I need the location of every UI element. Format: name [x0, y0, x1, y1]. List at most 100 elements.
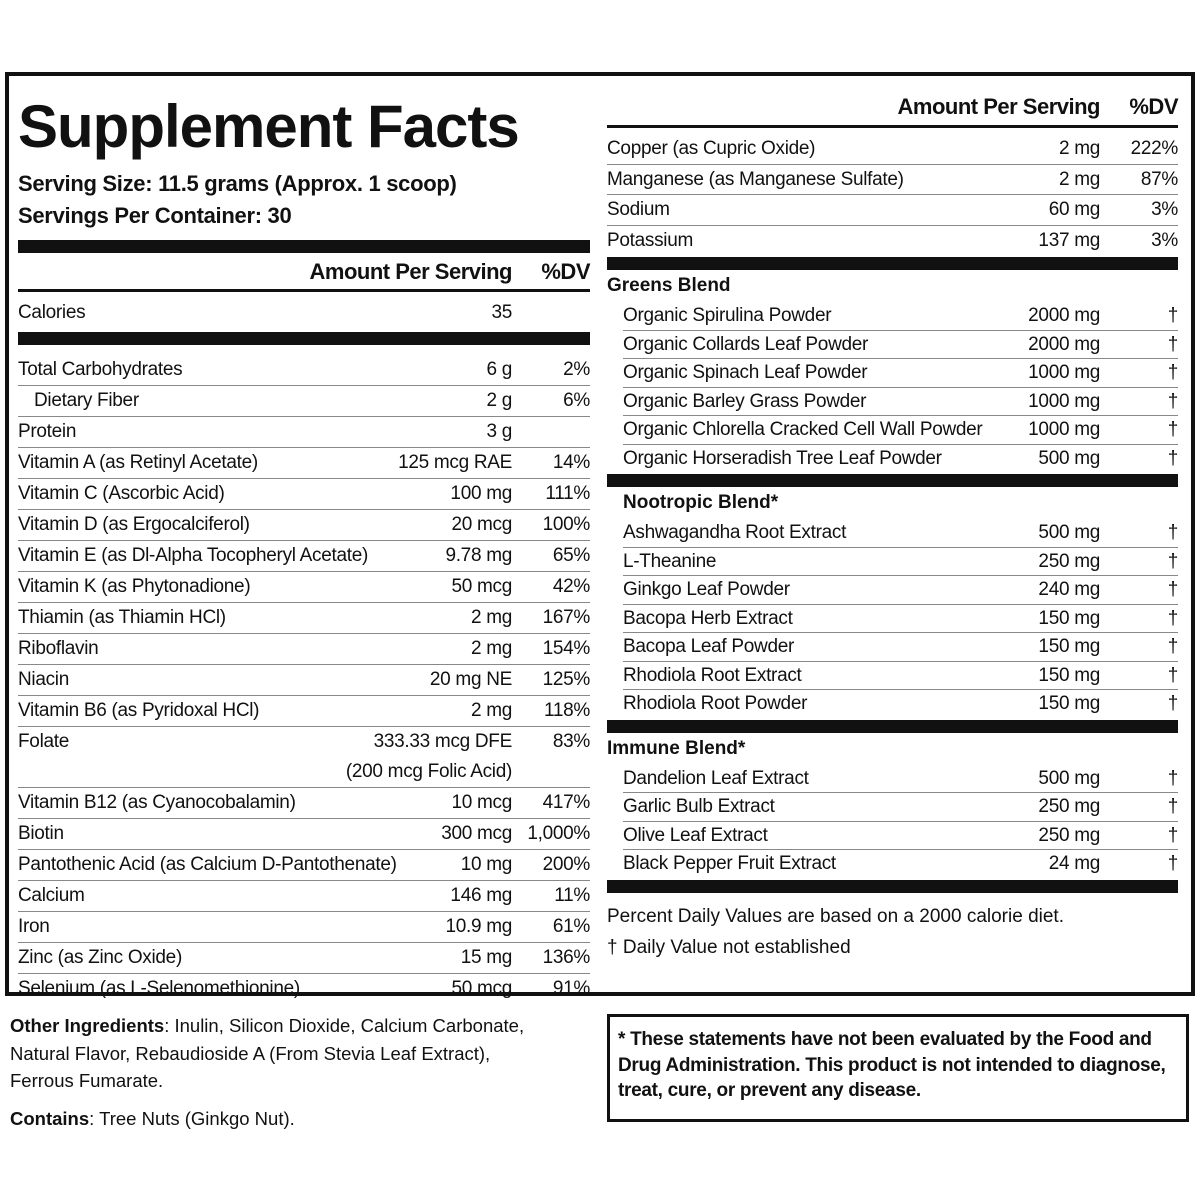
- daily-value: 136%: [542, 947, 591, 968]
- label: Other Ingredients: [10, 1015, 165, 1036]
- row: Riboflavin 2 mg 154%: [18, 634, 590, 665]
- amount: 2000 mg: [1028, 331, 1100, 359]
- name: Iron: [18, 916, 50, 937]
- name: Bacopa Herb Extract: [623, 607, 793, 629]
- amount: 2 mg: [471, 634, 512, 664]
- amount-value: 2 mg: [1058, 138, 1100, 159]
- daily-value: 118%: [544, 700, 590, 721]
- title: Supplement Facts: [18, 93, 520, 160]
- name: Total Carbohydrates: [18, 359, 183, 380]
- row: Manganese (as Manganese Sulfate) 2 mg 87%: [607, 165, 1178, 195]
- row: Black Pepper Fruit Extract 24 mg †: [623, 850, 1178, 878]
- row: Vitamin C (Ascorbic Acid) 100 mg 111%: [18, 479, 590, 510]
- amount: 15 mg: [461, 943, 513, 973]
- calories-row: Calories 35: [18, 298, 590, 328]
- daily-value: †: [1167, 853, 1179, 874]
- daily-value: 87%: [1140, 168, 1178, 190]
- text: : Inulin, Silicon Dioxide, Calcium Carbo…: [10, 1015, 525, 1091]
- amount-value: 100 mg: [450, 483, 512, 504]
- blend-name: Greens Blend: [607, 275, 731, 296]
- amount-value: 1000 mg: [1028, 390, 1100, 412]
- amount-value: 2000 mg: [1028, 333, 1100, 355]
- amount: 333.33 mcg DFE (200 mcg Folic Acid): [346, 727, 512, 787]
- divider: [607, 125, 1178, 128]
- divider: [607, 879, 1178, 893]
- daily-value: 125%: [542, 669, 591, 690]
- amount-value: 500 mg: [1038, 447, 1100, 469]
- amount: 60 mg: [1048, 195, 1101, 225]
- row: Biotin 300 mcg 1,000%: [18, 819, 590, 850]
- amount-value: 2 g: [486, 390, 512, 411]
- amount: 1000 mg: [1028, 388, 1100, 416]
- header-dv: %DV: [1129, 94, 1178, 119]
- amount-value: 500 mg: [1038, 522, 1100, 543]
- daily-value: 3%: [1151, 199, 1178, 220]
- calories-label: Calories: [18, 302, 86, 323]
- amount-value: 1000 mg: [1028, 362, 1100, 383]
- amount-value: 250 mg: [1038, 796, 1100, 817]
- daily-value: †: [1167, 305, 1179, 326]
- daily-value: 61%: [552, 916, 590, 937]
- name: Vitamin A (as Retinyl Acetate): [18, 452, 258, 473]
- name: Selenium (as L-Selenomethionine): [18, 978, 300, 999]
- amount: 250 mg: [1038, 822, 1100, 850]
- amount-value: 137 mg: [1038, 229, 1100, 251]
- name: Garlic Bulb Extract: [623, 796, 775, 817]
- row: Dandelion Leaf Extract 500 mg †: [623, 765, 1178, 793]
- amount: 2 g: [486, 386, 512, 416]
- amount: 2 mg: [1059, 134, 1100, 164]
- table-header: Amount Per Serving %DV: [18, 257, 591, 287]
- amount: 50 mcg: [451, 572, 512, 602]
- amount-value: 20 mg NE: [429, 669, 512, 690]
- table-header: Amount Per Serving %DV: [607, 92, 1179, 122]
- amount-value: 3 g: [486, 421, 512, 442]
- name: Riboflavin: [18, 638, 99, 659]
- amount: 300 mcg: [441, 819, 512, 849]
- daily-value: 111%: [545, 483, 590, 504]
- amount-value: 2000 mg: [1028, 305, 1100, 326]
- amount-value: 60 mg: [1048, 199, 1101, 220]
- daily-value: 167%: [542, 607, 591, 628]
- row: Sodium 60 mg 3%: [607, 195, 1178, 226]
- amount-value: 150 mg: [1038, 693, 1100, 714]
- amount: 2000 mg: [1028, 302, 1100, 330]
- amount: 10 mg: [460, 850, 513, 880]
- amount: 100 mg: [450, 479, 512, 509]
- name: Protein: [18, 421, 77, 442]
- row: Rhodiola Root Powder 150 mg †: [623, 690, 1178, 718]
- amount: 150 mg: [1038, 662, 1100, 690]
- divider: [607, 257, 1178, 270]
- amount: 500 mg: [1038, 765, 1100, 793]
- header-amount: Amount Per Serving: [309, 259, 513, 284]
- amount: 250 mg: [1038, 793, 1100, 821]
- name: Dandelion Leaf Extract: [623, 767, 809, 789]
- name: Vitamin B6 (as Pyridoxal HCl): [18, 700, 260, 721]
- amount: 125 mcg RAE: [398, 448, 512, 478]
- label: Contains: [10, 1107, 90, 1129]
- amount-value: 2 mg: [470, 607, 512, 628]
- daily-value: †: [1167, 664, 1179, 686]
- name: Biotin: [18, 823, 64, 844]
- amount-value: 10 mg: [460, 854, 513, 875]
- amount-value: 125 mcg RAE: [398, 452, 512, 473]
- footnote: Percent Daily Values are based on a 2000…: [607, 905, 1064, 927]
- calories-amount: 35: [491, 302, 512, 323]
- amount-value: 150 mg: [1038, 636, 1100, 657]
- daily-value: †: [1167, 522, 1179, 543]
- amount: 9.78 mg: [445, 541, 512, 571]
- row: Total Carbohydrates 6 g 2%: [18, 355, 590, 386]
- amount-value: 150 mg: [1038, 607, 1100, 629]
- daily-value: 42%: [552, 576, 590, 597]
- daily-value: 1,000%: [527, 823, 590, 844]
- amount-value: 9.78 mg: [445, 545, 512, 566]
- daily-value: †: [1167, 447, 1179, 469]
- daily-value: †: [1167, 390, 1179, 412]
- daily-value: 83%: [552, 731, 590, 752]
- nutrient-rows: Total Carbohydrates 6 g 2% Dietary Fiber 2 g…: [18, 355, 590, 1004]
- name: Vitamin D (as Ergocalciferol): [18, 514, 250, 535]
- blend-name: Immune Blend*: [607, 737, 746, 759]
- row: Dietary Fiber 2 g 6%: [18, 386, 590, 417]
- daily-value: 14%: [552, 452, 590, 473]
- daily-value: 91%: [552, 978, 590, 999]
